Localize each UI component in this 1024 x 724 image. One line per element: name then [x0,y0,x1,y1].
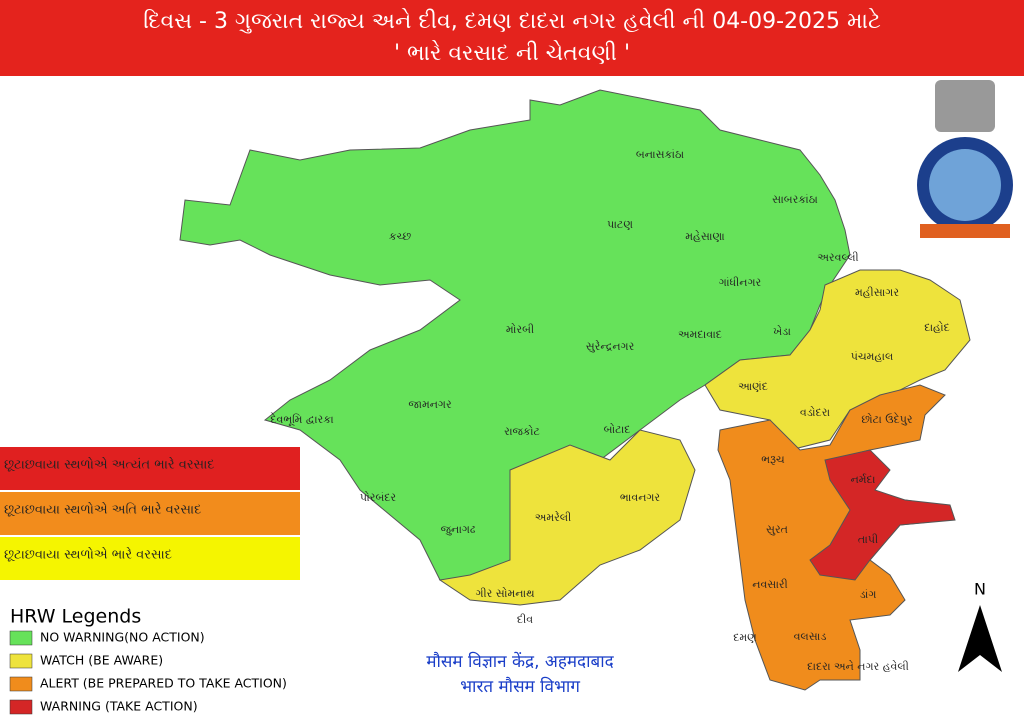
footer-line: मौसम विज्ञान केंद्र, अहमदाबाद [426,651,614,672]
district-label: દાહોદ [924,321,950,334]
district-label: અમદાવાદ [678,328,722,341]
district-labels: કચ્છ બનાસકાંઠા પાટણ મહેસાણા સાબરકાંઠા અરવલ્લી… [270,148,949,673]
district-label: અમરેલી [535,511,572,524]
footer-line: भारत मौसम विभाग [460,676,580,697]
district-label: મહીસાગર [855,286,899,299]
logo-globe [929,149,1001,221]
district-label: મોરબી [506,323,534,336]
rain-row [0,447,300,490]
legend-swatch [9,630,33,646]
district-label: કચ્છ [389,230,412,243]
north-label: N [974,580,986,599]
rain-label: છૂટાછવાયા સ્થળોએ અતિ ભારે વરસાદ [4,501,201,517]
logo [917,80,1013,238]
region [809,449,956,581]
district-label: વલસાડ [794,630,827,643]
district-label: મહેસાણા [685,230,725,243]
legend-swatch [9,699,33,715]
district-label: ખેડા [773,325,791,338]
rain-label: છૂટાછવાયા સ્થળોએ ભારે વરસાદ [4,546,172,562]
region [438,429,696,606]
district-label: વડોદરા [800,406,830,419]
logo-ribbon [920,224,1010,238]
header-band [0,0,1024,76]
title: દિવસ - 3 ગુજરાત રાજ્ય અને દીવ, દમણ દાદરા… [143,8,881,34]
district-label: ભાવનગર [620,491,661,504]
district-label: રાજકોટ [504,425,540,438]
district-label: નર્મદા [851,473,876,486]
legend-label: NO WARNING(NO ACTION) [40,630,205,645]
district-label: ગીર સોમનાથ [475,587,534,600]
legend-label: WATCH (BE AWARE) [40,653,163,668]
hrw-title: HRW Legends [10,606,141,628]
district-label: દમણ [733,631,757,644]
district-label: અરવલ્લી [817,251,858,264]
hrw-legend: HRW Legends NO WARNING(NO ACTION) WATCH (B… [9,606,287,715]
district-label: જામનગર [408,398,452,411]
district-label: દીવ [517,613,533,626]
district-label: દેવભૂમિ દ્વારકા [270,412,334,426]
district-label: પોરબંદર [360,491,397,504]
region [704,269,971,451]
district-label: છોટા ઉદેપુર [861,412,912,426]
map [179,89,971,691]
district-label: દાદરા અને નગર હવેલી [807,660,909,673]
district-label: પંચમહાલ [851,350,894,363]
district-label: તાપી [858,533,878,546]
rain-row [0,537,300,580]
district-label: બનાસકાંઠા [636,148,684,161]
district-label: ગાંધીનગર [719,276,762,289]
rain-row [0,492,300,535]
district-label: આણંદ [738,380,768,393]
legend-label: ALERT (BE PREPARED TO TAKE ACTION) [40,676,287,691]
subtitle: ' ભારે વરસાદ ની ચેતવણી ' [394,40,630,66]
legend-swatch [9,676,33,692]
district-label: પાટણ [607,218,633,231]
legend-label: WARNING (TAKE ACTION) [40,699,198,714]
arrow [958,605,1002,672]
district-label: સાબરકાંઠા [772,193,818,206]
district-label: સુરત [766,523,788,536]
north-arrow: N [958,580,1002,672]
district-label: ભરૂચ [761,453,785,466]
rain-legend: છૂટાછવાયા સ્થળોએ અત્યંત ભારે વરસાદ છૂટાછવ… [0,447,300,580]
rain-label: છૂટાછવાયા સ્થળોએ અત્યંત ભારે વરસાદ [4,456,215,472]
district-label: જુનાગઢ [441,523,476,536]
district-label: બોટાદ [604,423,631,436]
legend-swatch [9,653,33,669]
emblem [935,80,995,132]
district-label: નવસારી [752,578,788,591]
district-label: ડાંગ [860,588,877,601]
district-label: સુરેન્દ્રનગર [586,340,635,353]
